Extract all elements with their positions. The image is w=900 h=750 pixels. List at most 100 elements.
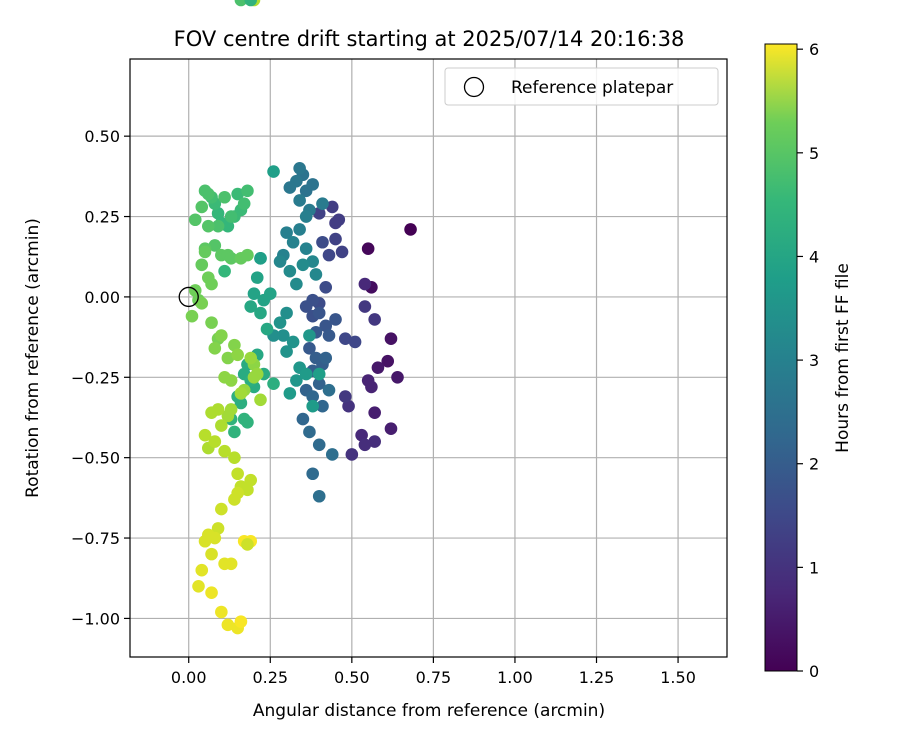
- data-point: [260, 322, 274, 336]
- data-point: [185, 309, 199, 323]
- data-point: [404, 223, 417, 236]
- data-point: [250, 271, 264, 284]
- data-point: [201, 219, 215, 233]
- data-point: [244, 351, 258, 365]
- colorbar-tick-label: 3: [809, 351, 819, 370]
- data-point: [221, 219, 235, 233]
- data-point: [368, 406, 381, 419]
- data-point: [322, 329, 336, 342]
- data-point: [198, 184, 212, 198]
- data-point: [290, 374, 303, 387]
- plot-frame: [129, 58, 728, 658]
- reference-circle-icon: [178, 286, 199, 308]
- data-point: [306, 178, 319, 191]
- data-point: [325, 448, 339, 461]
- data-point: [244, 473, 258, 487]
- data-point: [299, 210, 313, 223]
- data-point: [286, 335, 300, 349]
- data-point: [231, 467, 244, 481]
- data-point: [280, 306, 293, 320]
- data-point: [231, 187, 244, 201]
- data-point: [205, 547, 218, 561]
- data-point: [319, 280, 333, 294]
- data-point: [299, 300, 313, 313]
- data-point: [358, 277, 372, 291]
- data-point: [254, 306, 267, 320]
- data-point: [293, 223, 306, 236]
- y-axis-ticks: 0.50 0.25 0.00 −0.25 −0.50 −0.75 −1.00: [71, 127, 130, 628]
- data-point: [215, 419, 228, 432]
- data-point: [231, 348, 244, 362]
- data-point: [319, 319, 333, 333]
- colorbar-tick-label: 1: [809, 558, 819, 577]
- data-point: [241, 184, 254, 198]
- data-point: [211, 219, 225, 233]
- data-point: [221, 409, 235, 423]
- x-axis-label: Angular distance from reference (arcmin): [253, 701, 605, 721]
- legend: Reference platepar: [444, 67, 719, 106]
- data-point: [224, 374, 238, 387]
- colorbar-label: Hours from first FF file: [833, 263, 853, 453]
- data-point: [218, 444, 231, 458]
- data-point: [208, 342, 222, 355]
- data-point: [306, 399, 319, 413]
- data-point: [296, 412, 310, 426]
- data-point: [188, 213, 202, 227]
- data-point: [371, 361, 385, 374]
- data-point: [280, 345, 293, 358]
- data-point: [247, 370, 261, 384]
- x-tick-label: 0.25: [252, 668, 288, 687]
- data-point: [208, 239, 222, 252]
- data-point: [224, 210, 238, 223]
- data-point: [293, 194, 306, 207]
- data-point: [211, 522, 225, 535]
- data-point: [306, 255, 319, 268]
- legend-box: [444, 67, 719, 106]
- colorbar-tick-label: 0: [809, 662, 819, 681]
- data-point: [329, 313, 342, 326]
- data-point: [205, 406, 218, 419]
- data-point: [218, 557, 231, 571]
- chart-title: FOV centre drift starting at 2025/07/14 …: [174, 27, 685, 51]
- data-point: [208, 435, 222, 448]
- data-point: [267, 377, 280, 391]
- data-point: [254, 252, 267, 265]
- data-point: [228, 493, 241, 506]
- y-tick-label: 0.50: [84, 127, 120, 146]
- data-point: [234, 615, 248, 628]
- x-tick-label: 1.00: [497, 668, 533, 687]
- x-axis-ticks: 0.00 0.25 0.50 0.75 1.00 1.25 1.50: [171, 657, 696, 687]
- data-point: [198, 245, 212, 259]
- data-point: [273, 255, 287, 268]
- data-point: [234, 387, 248, 400]
- data-point: [384, 332, 398, 346]
- data-point: [192, 579, 205, 593]
- y-tick-label: 0.25: [84, 208, 120, 227]
- colorbar-tick-label: 6: [809, 40, 819, 59]
- data-point: [215, 502, 228, 516]
- data-point: [312, 306, 326, 320]
- data-point: [247, 287, 261, 300]
- data-point: [286, 235, 300, 249]
- data-point: [241, 538, 254, 551]
- data-point: [224, 252, 238, 265]
- data-point: [254, 393, 267, 407]
- data-point: [306, 467, 319, 481]
- y-tick-label: −0.25: [71, 368, 120, 387]
- data-point: [237, 197, 251, 210]
- data-point: [283, 264, 297, 278]
- data-point: [205, 586, 218, 599]
- data-point: [205, 316, 218, 329]
- colorbar-tick-label: 2: [809, 455, 819, 474]
- data-point: [244, 0, 258, 7]
- x-tick-label: 1.50: [660, 668, 696, 687]
- data-point: [241, 483, 254, 497]
- data-point: [345, 448, 359, 461]
- x-tick-label: 0.50: [334, 668, 370, 687]
- scatter-points: [185, 0, 417, 635]
- colorbar: 0 1 2 3 4 5 6 Hours from first FF file: [764, 40, 853, 681]
- data-point: [228, 338, 241, 352]
- legend-marker-icon: [463, 76, 485, 98]
- data-point: [273, 316, 287, 329]
